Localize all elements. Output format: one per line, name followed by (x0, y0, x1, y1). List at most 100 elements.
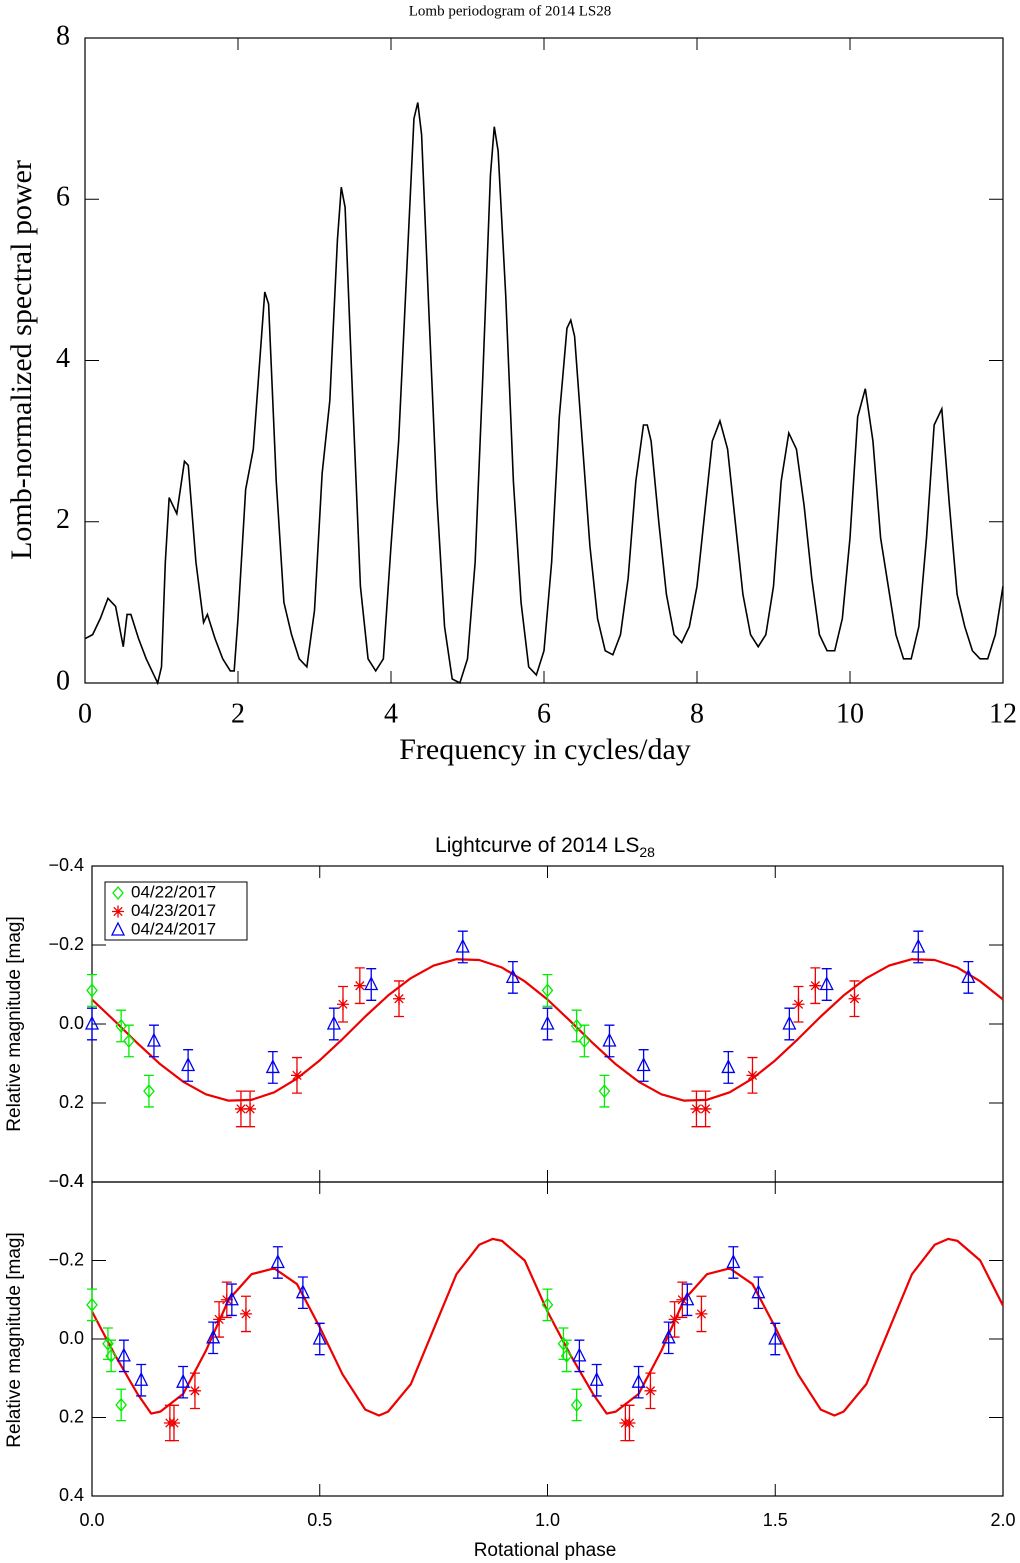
x-tick-label: 1.0 (535, 1510, 560, 1530)
point-marker (143, 1084, 155, 1099)
y-axis-label: Relative magnitude [mag] (4, 916, 25, 1131)
error-bar (272, 1246, 283, 1279)
y-tick-label: −0.4 (48, 855, 84, 875)
point-marker (695, 1307, 708, 1320)
title-subscript: 28 (639, 844, 655, 860)
y-tick-label: −0.2 (48, 1249, 84, 1269)
error-bar (143, 1074, 154, 1108)
x-tick-label: 4 (384, 698, 398, 729)
point-marker (295, 1284, 310, 1299)
y-tick-label: 0.0 (59, 1013, 84, 1033)
x-tick-label: 2 (231, 698, 245, 729)
point-marker (726, 1254, 741, 1269)
plot-frame (84, 37, 1004, 684)
y-axis-label: Relative magnitude [mag] (4, 1232, 25, 1447)
point-marker (505, 968, 520, 984)
point-marker (721, 1058, 736, 1074)
point-marker (86, 983, 98, 998)
fit-curve (91, 1237, 1004, 1417)
chart-title: Lightcurve of 2014 LS28 (435, 834, 655, 860)
x-tick-label: 0.5 (307, 1510, 332, 1530)
error-bar (821, 968, 832, 1001)
point-marker (213, 1313, 226, 1326)
x-tick-label: 0.0 (79, 1510, 104, 1530)
point-marker (676, 1293, 689, 1306)
point-marker (746, 1069, 759, 1082)
legend-marker (112, 885, 124, 901)
error-bar (542, 1288, 553, 1322)
y-tick-label: 0.2 (59, 1092, 84, 1112)
x-tick-label: 0 (78, 698, 92, 729)
error-bar (638, 1049, 649, 1082)
x-tick-label: 1.5 (763, 1510, 788, 1530)
point-marker (636, 1057, 651, 1072)
point-marker (244, 1102, 257, 1115)
error-bar (599, 1074, 610, 1108)
error-bar (106, 1339, 117, 1373)
y-tick-label: −0.2 (48, 934, 84, 954)
error-bar (208, 1321, 219, 1355)
error-bar (457, 930, 468, 964)
y-tick-label: 0 (56, 665, 70, 696)
legend-marker (112, 905, 124, 918)
point-marker (961, 968, 976, 984)
error-bar (571, 1009, 582, 1043)
error-bar (178, 1365, 189, 1399)
point-marker (84, 1015, 100, 1030)
point-marker (578, 1033, 591, 1048)
error-bar (116, 1388, 127, 1422)
point-marker (115, 1018, 127, 1033)
point-marker (455, 938, 470, 953)
point-marker (589, 1371, 604, 1386)
legend-marker (110, 921, 126, 936)
y-tick-label: 0.2 (59, 1406, 84, 1426)
point-marker (602, 1032, 617, 1047)
point-marker (598, 1084, 611, 1099)
point-marker (206, 1329, 221, 1344)
legend-label: 04/22/2017 (131, 882, 216, 901)
point-marker (116, 1347, 131, 1362)
point-marker (115, 1397, 127, 1412)
error-bar (267, 1051, 278, 1084)
error-bar (328, 1007, 339, 1041)
chart-title: Lomb periodogram of 2014 LS28 (409, 3, 611, 19)
point-marker (290, 1069, 303, 1082)
point-marker (393, 992, 406, 1005)
error-bar (633, 1365, 644, 1399)
point-marker (661, 1329, 676, 1344)
error-bar (574, 1339, 585, 1373)
point-marker (644, 1384, 657, 1397)
error-bar (507, 960, 518, 994)
error-bar (604, 1024, 615, 1058)
point-marker (123, 1033, 135, 1048)
error-bar (571, 1388, 582, 1422)
point-marker (631, 1373, 646, 1388)
point-marker (560, 1348, 573, 1363)
point-marker (570, 1397, 583, 1412)
point-marker (239, 1307, 252, 1320)
point-marker (768, 1330, 783, 1345)
error-bar (728, 1246, 739, 1279)
x-tick-label: 6 (537, 698, 551, 729)
point-marker (167, 1416, 180, 1429)
point-marker (220, 1293, 233, 1306)
point-marker (782, 1015, 797, 1030)
error-bar (87, 973, 97, 1007)
y-tick-label: 0.0 (59, 1328, 84, 1348)
point-marker (188, 1384, 201, 1397)
point-marker (181, 1057, 196, 1072)
error-bar (148, 1024, 159, 1058)
legend-box (104, 881, 248, 941)
point-marker (540, 1015, 555, 1030)
point-marker (819, 976, 834, 991)
point-marker (570, 1018, 583, 1033)
point-marker (234, 1102, 247, 1115)
x-tick-label: 10 (836, 698, 864, 729)
error-bar (87, 1288, 97, 1322)
error-bar (963, 960, 974, 994)
error-bar (366, 968, 377, 1001)
x-tick-label: 12 (989, 698, 1017, 729)
point-marker (911, 938, 926, 953)
error-bar (663, 1321, 674, 1355)
point-marker (146, 1032, 161, 1047)
